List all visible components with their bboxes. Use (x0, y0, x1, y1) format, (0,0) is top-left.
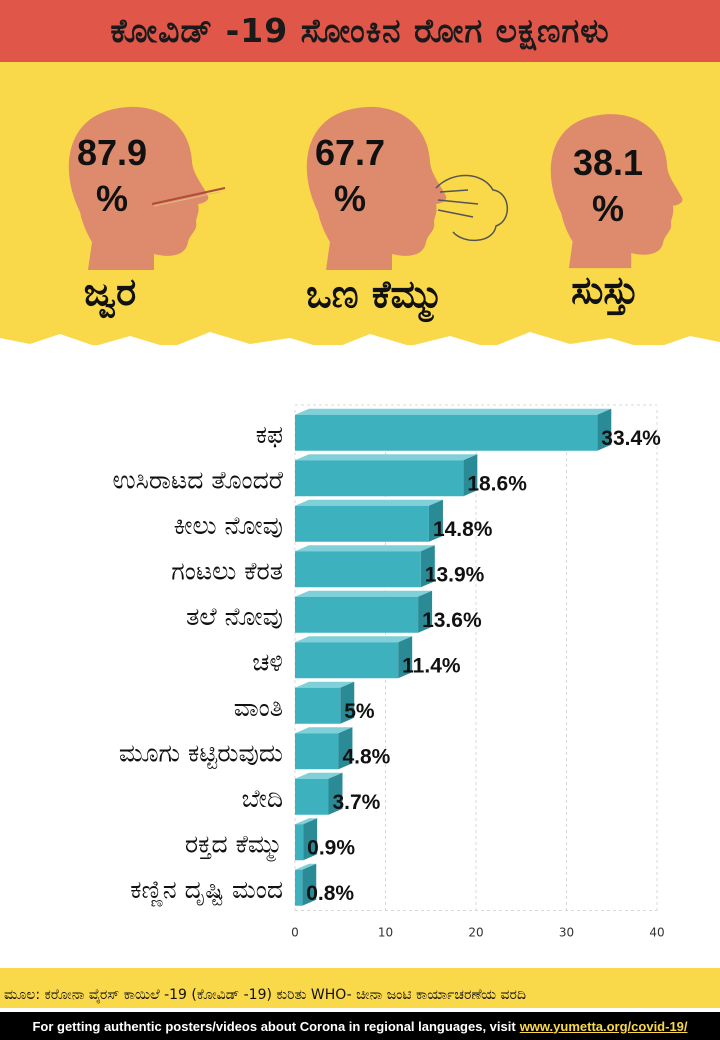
bar (295, 687, 341, 724)
bar-top (295, 818, 318, 825)
bar (295, 551, 421, 588)
bar-top (295, 772, 343, 779)
x-tick-label: 40 (649, 926, 664, 940)
data-label: 5% (344, 700, 375, 723)
footer-text: For getting authentic posters/videos abo… (32, 1018, 516, 1034)
category-label: ಬೇದಿ (242, 784, 283, 813)
cough-percent-value: 67.7 (314, 132, 386, 173)
torn-edge (0, 332, 720, 360)
category-label: ತಲೆ ನೋವು (186, 602, 283, 631)
head-fatigue-icon (550, 114, 683, 269)
category-label: ರಕ್ತದ ಕೆಮ್ಮು (185, 829, 283, 862)
category-label: ಮೂಗು ಕಟ್ಟಿರುವುದು (119, 738, 283, 768)
bar (295, 824, 304, 861)
fatigue-percent-unit: % (591, 188, 624, 229)
category-label: ಕಫ (256, 420, 283, 449)
bar-top (295, 636, 413, 643)
data-label: 0.9% (307, 836, 355, 859)
data-label: 0.8% (306, 882, 354, 905)
data-label: 14.8% (433, 518, 493, 541)
fever-percent-unit: % (95, 178, 128, 219)
bar (295, 869, 303, 906)
bar-side (597, 408, 612, 451)
category-label: ಚಳಿ (252, 647, 283, 676)
bar-top (295, 727, 353, 734)
bar (295, 505, 429, 542)
bar (295, 596, 419, 633)
bar-side (463, 454, 478, 497)
source-note: ಮೂಲ: ಕರೋನಾ ವೈರಸ್ ಕಾಯಿಲೆ -19 (ಕೋವಿಡ್ -19)… (4, 987, 526, 1003)
x-tick-label: 30 (559, 926, 574, 940)
bar-chart: 0 10 20 30 40 ಕಫ 33.4% ಉಸಿರಾಟದ ತೊಂದರೆ 18.6% ಕೀಲು … (112, 404, 665, 940)
bottom-band (0, 968, 720, 1008)
bar-side (340, 681, 355, 724)
head-cough-icon (306, 106, 508, 271)
bar (295, 414, 598, 451)
bar (295, 733, 339, 770)
symptom-chart: 0 10 20 30 40 ಕಫ 33.4% ಉಸಿರಾಟದ ತೊಂದರೆ 18.6% ಕೀಲು … (0, 395, 720, 955)
bar (295, 778, 329, 815)
x-tick-label: 20 (468, 926, 483, 940)
bar-top (295, 545, 435, 552)
bar-side (428, 499, 443, 542)
bar (295, 460, 464, 497)
data-label: 11.4% (402, 654, 461, 677)
fever-label: ಜ್ವರ (83, 270, 137, 314)
data-label: 3.7% (332, 791, 380, 814)
data-label: 4.8% (342, 745, 390, 768)
fatigue-percent-value: 38.1 (572, 142, 644, 183)
title-bar: ಕೋವಿಡ್ -19 ಸೋಂಕಿನ ರೋಗ ಲಕ್ಷಣಗಳು (0, 0, 720, 62)
data-label: 33.4% (601, 427, 661, 450)
fever-percent: 87.9 % (52, 130, 172, 222)
x-tick-label: 10 (378, 926, 393, 940)
footer-link[interactable]: www.yumetta.org/covid-19/ (519, 1018, 688, 1034)
head-fever-icon (68, 106, 226, 271)
bar-top (295, 590, 433, 597)
data-label: 18.6% (467, 472, 527, 495)
bar-side (418, 590, 433, 633)
bar-side (302, 863, 317, 906)
category-label: ಗಂಟಲು ಕೆರತ (171, 556, 283, 585)
data-label: 13.6% (422, 609, 482, 632)
bar (295, 642, 399, 679)
category-label: ವಾಂತಿ (234, 693, 283, 722)
bar-top (295, 408, 612, 415)
category-label: ಕಣ್ಣಿನ ದೃಷ್ಟಿ ಮಂದ (130, 875, 283, 907)
bar-top (295, 454, 478, 461)
bar-top (295, 863, 317, 870)
bar-side (328, 772, 343, 815)
data-label: 13.9% (425, 563, 485, 586)
bar-side (398, 636, 413, 679)
footer-bar: For getting authentic posters/videos abo… (0, 1012, 720, 1040)
category-label: ಕೀಲು ನೋವು (174, 511, 283, 540)
category-label: ಉಸಿರಾಟದ ತೊಂದರೆ (112, 465, 283, 494)
page-title: ಕೋವಿಡ್ -19 ಸೋಂಕಿನ ರೋಗ ಲಕ್ಷಣಗಳು (110, 11, 610, 50)
fever-percent-value: 87.9 (76, 132, 148, 173)
cough-percent-unit: % (333, 178, 366, 219)
cough-label: ಒಣ ಕೆಮ್ಮು (306, 272, 444, 316)
bar-side (338, 727, 353, 770)
bar-top (295, 681, 355, 688)
fatigue-label: ಸುಸ್ತು (571, 268, 639, 312)
x-tick-label: 0 (291, 926, 299, 940)
cough-percent: 67.7 % (290, 130, 410, 222)
bar-side (303, 818, 318, 861)
fatigue-percent: 38.1 % (548, 140, 668, 232)
bar-top (295, 499, 443, 506)
bar-side (420, 545, 435, 588)
